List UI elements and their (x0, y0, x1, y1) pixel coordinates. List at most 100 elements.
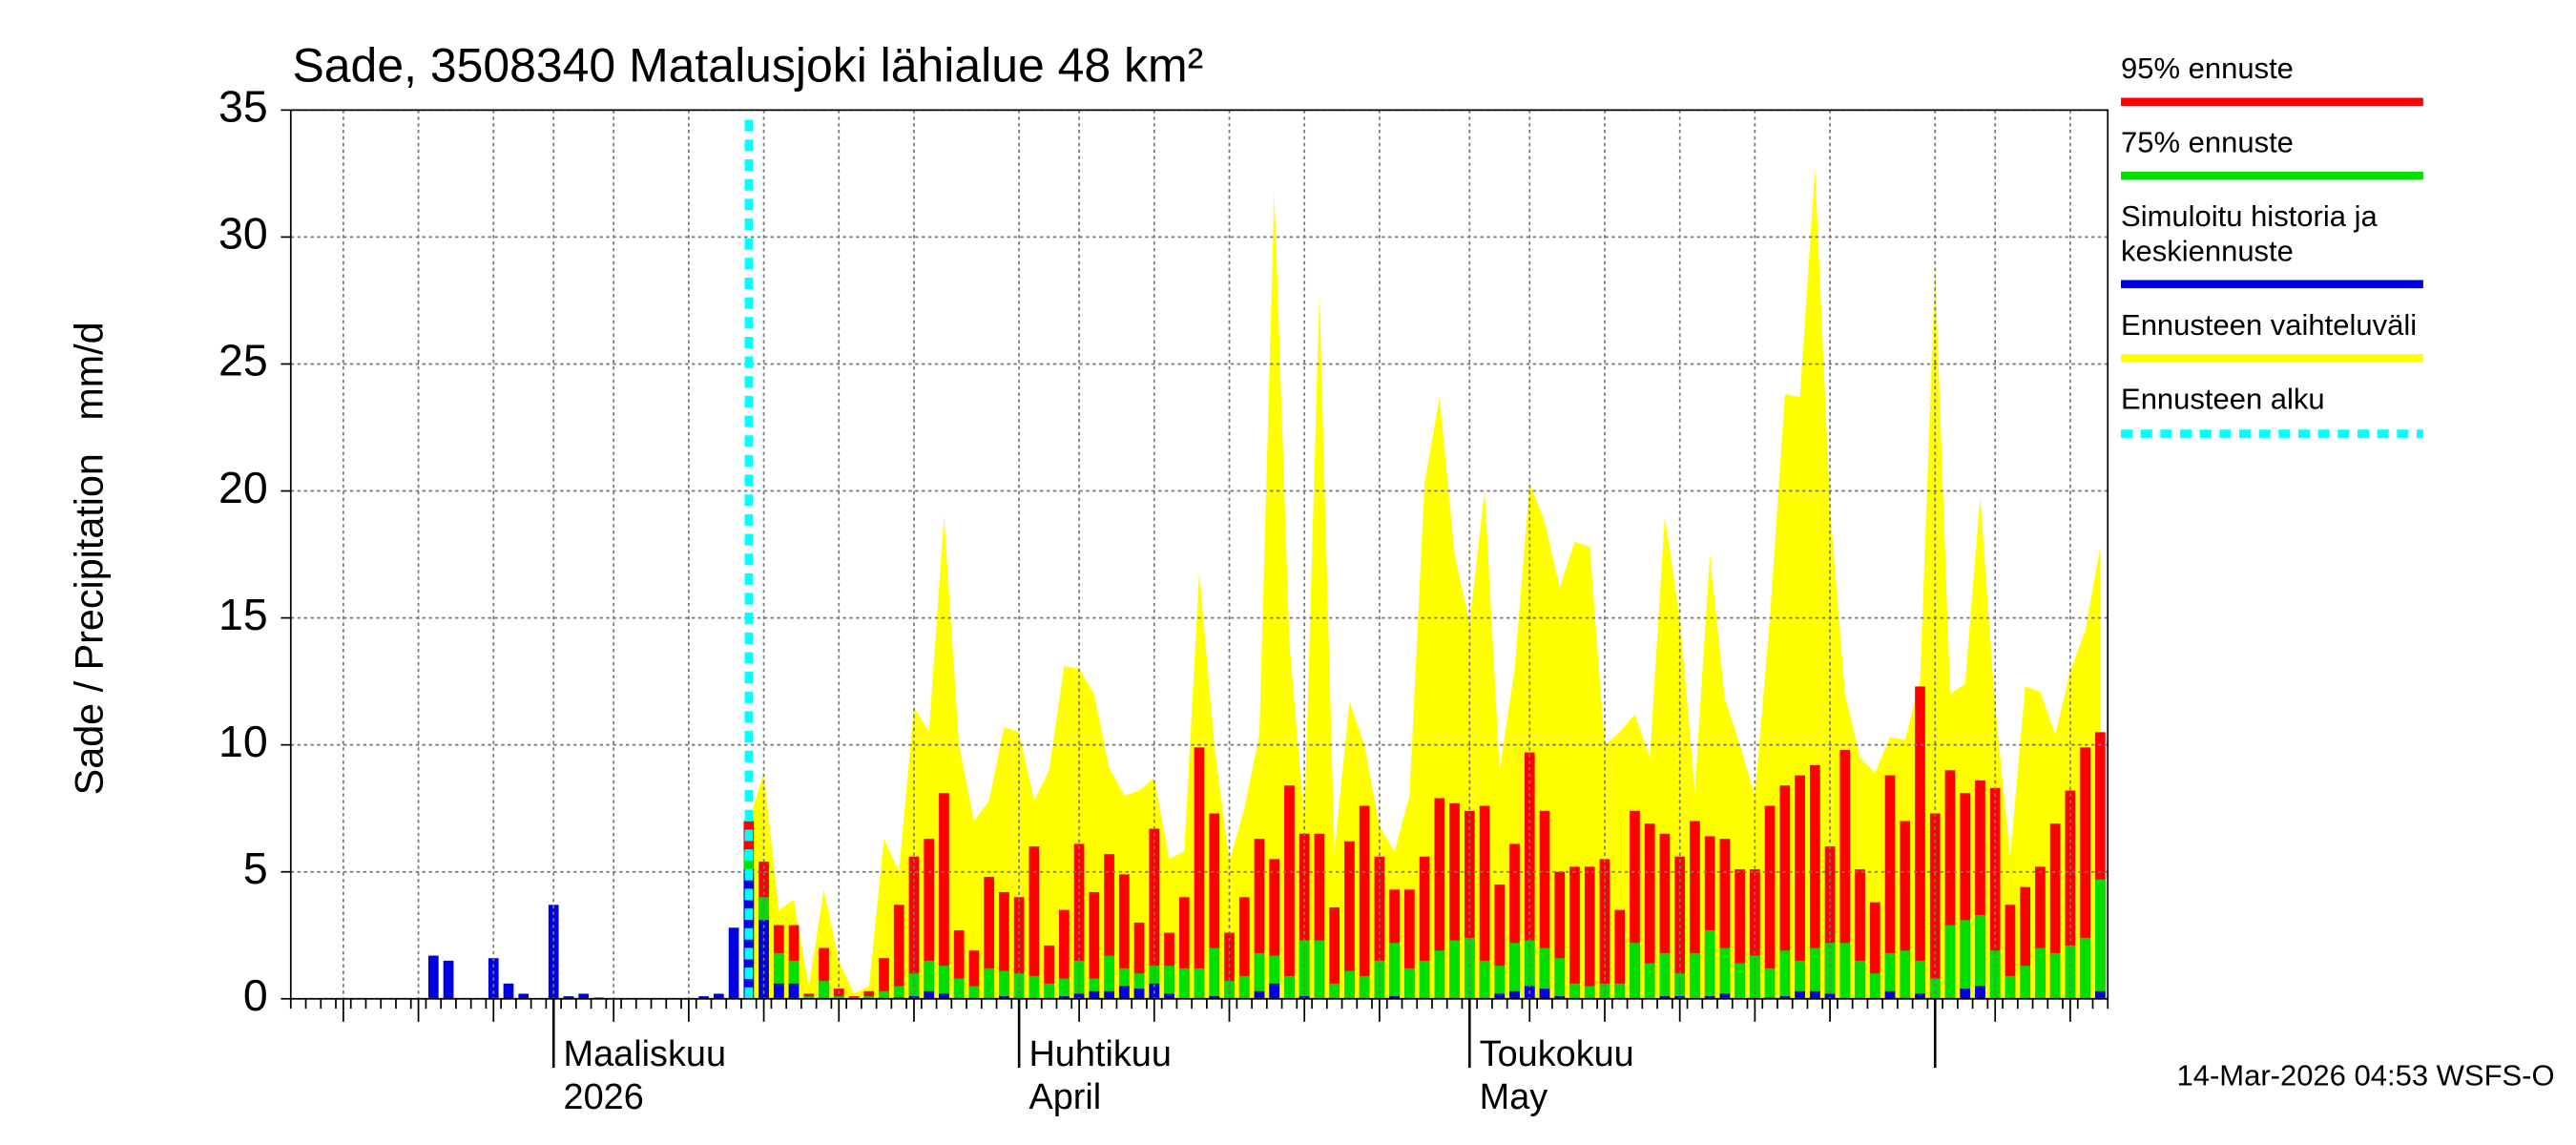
bar (1975, 780, 1985, 999)
bar (1044, 983, 1054, 999)
bar (999, 970, 1009, 999)
bar (2035, 947, 2046, 999)
bar (1013, 897, 1025, 999)
bar (1254, 990, 1265, 999)
bar (1194, 968, 1205, 999)
bar (1104, 854, 1114, 999)
bar (1855, 960, 1865, 999)
bar (1269, 859, 1280, 999)
legend-label: Simuloitu historia ja (2121, 199, 2378, 233)
bar (1344, 841, 1355, 999)
bar (1915, 993, 1925, 999)
bar (1059, 978, 1070, 999)
bar (1719, 947, 1731, 999)
bar (1569, 983, 1580, 999)
y-tick-label: 0 (243, 970, 268, 1020)
bar (984, 968, 995, 999)
bar (1464, 937, 1475, 999)
bar (1900, 950, 1911, 999)
bar (427, 955, 439, 999)
bar (2095, 732, 2106, 999)
legend-label: keskiennuste (2121, 234, 2294, 267)
bar (1118, 986, 1130, 999)
bar (1494, 885, 1506, 999)
bar (2080, 747, 2090, 999)
range-area (748, 168, 2101, 999)
bar (1104, 955, 1114, 999)
y-tick-label: 5 (243, 843, 268, 893)
bar (1389, 996, 1400, 999)
bar (1028, 846, 1040, 999)
bar (1584, 986, 1595, 999)
bar (1133, 922, 1145, 999)
bar (863, 996, 875, 999)
legend-label: 75% ennuste (2121, 126, 2294, 159)
bar (1779, 996, 1791, 999)
bar (968, 986, 980, 999)
bar (714, 993, 724, 999)
bar (1254, 952, 1265, 999)
bar (1795, 960, 1805, 999)
legend-label: Ennusteen alku (2121, 382, 2325, 415)
bar (879, 958, 889, 999)
bar (1659, 996, 1671, 999)
x-tick-label: May (1480, 1077, 1548, 1117)
bar (1855, 869, 1865, 999)
bar (1989, 950, 2001, 999)
bar (1269, 955, 1280, 999)
bar (1539, 947, 1550, 999)
bar (1554, 996, 1566, 999)
bar (984, 877, 995, 999)
bar (1254, 839, 1265, 999)
bar (803, 996, 815, 999)
bar (1298, 940, 1310, 999)
bar (1975, 914, 1985, 999)
bar (1824, 846, 1836, 999)
y-tick-label: 10 (218, 717, 268, 766)
bar (1569, 866, 1580, 999)
bar (1839, 943, 1851, 999)
bar (1599, 859, 1610, 999)
bar (1524, 752, 1535, 999)
bar (1809, 947, 1820, 999)
bar (1178, 897, 1190, 999)
bar (1809, 990, 1820, 999)
bar (2095, 879, 2106, 999)
bar (2005, 975, 2016, 999)
footer: 14-Mar-2026 04:53 WSFS-O (2177, 1059, 2555, 1093)
bar (1118, 874, 1130, 999)
bar (1073, 993, 1085, 999)
bar (2080, 937, 2090, 999)
bar (1704, 996, 1715, 999)
bar (863, 990, 875, 999)
bar (1404, 889, 1415, 999)
bar (578, 993, 590, 999)
bar (939, 793, 949, 999)
y-tick-label: 25 (218, 336, 268, 385)
bar (1329, 906, 1340, 999)
bar (1690, 821, 1700, 999)
bar (953, 929, 965, 999)
bar (1824, 993, 1836, 999)
bar (953, 978, 965, 999)
bar (2049, 952, 2061, 999)
bar (2020, 886, 2031, 999)
bar (698, 996, 709, 999)
bar (1164, 966, 1174, 999)
bar (1614, 909, 1626, 999)
bar (1539, 989, 1550, 999)
y-tick-label: 15 (218, 590, 268, 639)
y-tick-label: 35 (218, 82, 268, 132)
bar (1795, 990, 1805, 999)
bar (1434, 950, 1445, 999)
bar (1209, 996, 1220, 999)
bar (1104, 990, 1114, 999)
bar (1900, 821, 1911, 999)
bar (1884, 990, 1896, 999)
bar (999, 996, 1009, 999)
bar (924, 839, 935, 999)
bar (1915, 960, 1925, 999)
bar (1419, 960, 1430, 999)
bar (1284, 785, 1295, 999)
